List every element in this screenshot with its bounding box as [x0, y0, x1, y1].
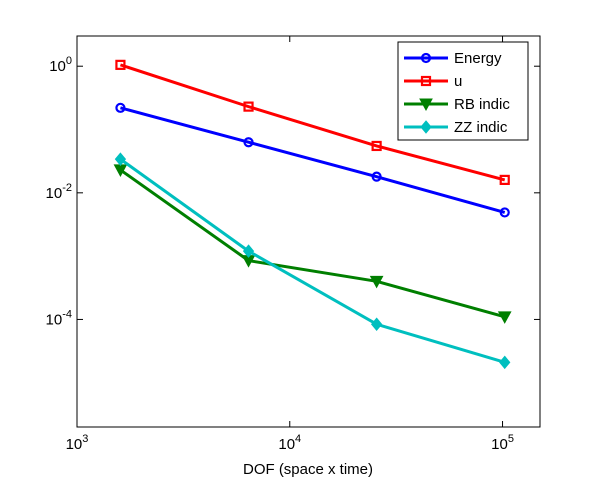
series-layer: [113, 59, 512, 370]
data-point: [371, 171, 382, 182]
y-tick-label: 10-2: [46, 182, 72, 202]
data-point: [114, 152, 127, 166]
series-u: [115, 59, 510, 186]
data-point: [370, 317, 383, 332]
legend-label: ZZ indic: [454, 119, 508, 136]
legend-item: ZZ indic: [404, 119, 508, 136]
legend-marker: [420, 120, 432, 134]
axis-ticks: 103 104 105 10-4 10-2 100: [46, 36, 540, 453]
legend-item: u: [404, 73, 462, 90]
series-line: [119, 168, 506, 319]
series-line: [119, 157, 506, 364]
x-tick-label: 105: [491, 433, 514, 453]
legend-label: Energy: [454, 50, 502, 67]
x-axis-label: DOF (space x time): [243, 461, 373, 478]
data-point: [242, 244, 255, 258]
data-point: [499, 174, 510, 186]
data-point: [243, 137, 254, 148]
data-point: [115, 102, 126, 113]
x-tick-label: 103: [66, 433, 89, 453]
legend-marker: [420, 52, 432, 64]
y-tick-label: 100: [49, 55, 72, 75]
data-point: [243, 101, 254, 112]
legend-label: u: [454, 73, 462, 90]
legend-marker: [419, 98, 433, 112]
x-tick-label: 104: [278, 433, 301, 453]
series-line: [120, 106, 506, 214]
data-point: [499, 207, 510, 218]
legend: Energy u RB indic ZZ indic: [397, 41, 529, 141]
data-point: [497, 311, 512, 324]
series-rb-indic: [113, 164, 512, 324]
data-point: [115, 59, 126, 70]
legend-marker: [420, 75, 432, 87]
data-point: [371, 140, 382, 152]
y-tick-label: 10-4: [46, 308, 72, 328]
series-zz-indic: [114, 152, 511, 370]
series-line: [119, 63, 506, 182]
legend-label: RB indic: [454, 96, 510, 113]
legend-item: Energy: [404, 50, 502, 67]
legend-item: RB indic: [404, 96, 510, 113]
series-energy: [115, 102, 510, 218]
data-point: [499, 355, 511, 370]
data-point: [369, 275, 384, 289]
